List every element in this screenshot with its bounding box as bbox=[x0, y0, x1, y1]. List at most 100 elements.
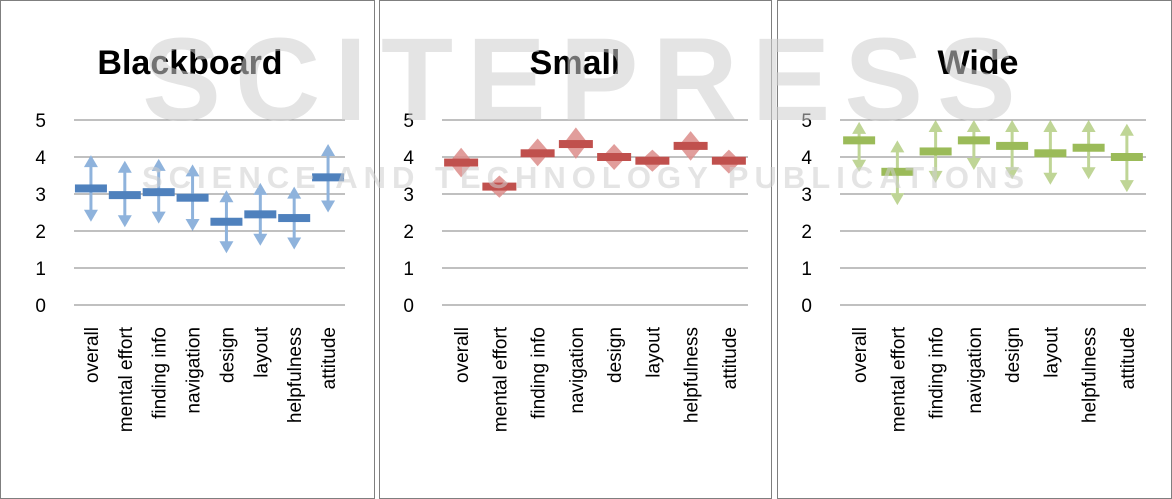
watermark-main: SCITEPRESS bbox=[142, 14, 1030, 146]
y-tick-label: 3 bbox=[35, 185, 46, 206]
range-arrow-up bbox=[253, 182, 268, 195]
y-tick-label: 1 bbox=[801, 259, 812, 280]
mean-bar bbox=[1072, 143, 1105, 152]
mean-bar bbox=[881, 167, 914, 176]
mean-bar bbox=[843, 136, 876, 145]
range-arrow-down bbox=[219, 241, 234, 254]
range-arrow-up bbox=[151, 158, 166, 171]
data-point-7 bbox=[312, 144, 345, 213]
y-tick-label: 1 bbox=[403, 259, 414, 280]
range-arrow-down bbox=[928, 170, 943, 183]
data-point-6 bbox=[1072, 120, 1105, 180]
x-tick-label: design bbox=[1003, 327, 1024, 383]
x-tick-label: overall bbox=[850, 327, 871, 383]
mean-bar bbox=[673, 141, 708, 150]
data-point-0 bbox=[444, 147, 479, 178]
x-tick-label: helpfulness bbox=[1080, 327, 1101, 423]
y-tick-label: 4 bbox=[403, 148, 414, 169]
x-tick-label: navigation bbox=[965, 327, 986, 414]
x-tick-label: mental effort bbox=[888, 326, 909, 432]
range-arrow-up bbox=[1081, 120, 1096, 132]
range-arrow-down bbox=[1081, 167, 1096, 180]
mean-bar bbox=[1034, 149, 1067, 158]
x-tick-label: design bbox=[605, 327, 626, 383]
range-arrow-up bbox=[852, 121, 867, 134]
x-tick-label: layout bbox=[251, 326, 272, 377]
range-arrow-up bbox=[287, 186, 302, 199]
data-point-0 bbox=[843, 121, 876, 172]
data-point-3 bbox=[957, 120, 990, 170]
chart-panel-0: Blackboard 0 1 2 3 4 5 overall mental effort find… bbox=[0, 0, 375, 499]
x-tick-label: design bbox=[217, 327, 238, 383]
mean-bar bbox=[957, 136, 990, 145]
range-arrow-down bbox=[966, 157, 981, 170]
data-point-2 bbox=[919, 120, 952, 183]
watermark-sub: SCIENCE AND TECHNOLOGY PUBLICATIONS bbox=[142, 160, 1030, 195]
mean-bar bbox=[176, 193, 209, 202]
data-point-1 bbox=[881, 140, 914, 206]
data-point-4 bbox=[210, 190, 243, 254]
x-tick-label: attitude bbox=[319, 327, 340, 389]
data-point-2 bbox=[142, 158, 175, 224]
x-tick-label: overall bbox=[82, 327, 103, 383]
data-point-5 bbox=[244, 182, 277, 246]
mean-bar bbox=[142, 188, 175, 197]
y-tick-label: 5 bbox=[801, 111, 812, 132]
range-arrow-down bbox=[151, 211, 166, 224]
range-arrow-up bbox=[83, 155, 98, 168]
range-arrow-down bbox=[253, 233, 268, 246]
range-arrow-down bbox=[890, 193, 905, 206]
y-tick-label: 5 bbox=[403, 111, 414, 132]
x-tick-label: finding info bbox=[150, 327, 171, 419]
mean-bar bbox=[520, 149, 555, 158]
range-arrow-down bbox=[852, 159, 867, 172]
range-arrow-up bbox=[219, 190, 234, 203]
data-point-3 bbox=[176, 164, 209, 231]
range-arrow-up bbox=[1005, 120, 1020, 132]
y-tick-label: 2 bbox=[403, 222, 414, 243]
range-arrow-up bbox=[185, 164, 200, 177]
range-arrow-down bbox=[117, 215, 132, 228]
data-point-4 bbox=[996, 120, 1029, 180]
mean-bar bbox=[244, 210, 277, 219]
data-point-5 bbox=[635, 149, 670, 172]
data-point-0 bbox=[74, 155, 107, 222]
x-tick-label: finding info bbox=[529, 327, 550, 419]
x-tick-label: navigation bbox=[567, 327, 588, 414]
x-tick-label: overall bbox=[452, 327, 473, 383]
range-arrow-down bbox=[1119, 180, 1134, 193]
x-tick-label: attitude bbox=[1118, 327, 1139, 389]
mean-bar bbox=[108, 191, 141, 200]
mean-bar bbox=[919, 147, 952, 156]
mean-bar bbox=[996, 141, 1029, 150]
x-tick-label: attitude bbox=[720, 327, 741, 389]
mean-bar bbox=[482, 182, 517, 191]
y-tick-label: 1 bbox=[35, 259, 46, 280]
mean-bar bbox=[74, 184, 107, 193]
mean-bar bbox=[711, 156, 746, 165]
data-point-7 bbox=[1110, 123, 1143, 193]
mean-bar bbox=[558, 140, 593, 149]
mean-bar bbox=[278, 214, 311, 223]
range-arrow-up bbox=[966, 120, 981, 132]
y-tick-label: 2 bbox=[35, 222, 46, 243]
chart-title: Small bbox=[530, 44, 621, 82]
y-tick-label: 5 bbox=[35, 111, 46, 132]
mean-bar bbox=[312, 173, 345, 182]
x-tick-label: helpfulness bbox=[285, 327, 306, 423]
chart-title: Wide bbox=[938, 44, 1019, 82]
y-tick-label: 0 bbox=[801, 296, 812, 317]
x-tick-label: mental effort bbox=[490, 326, 511, 432]
range-arrow-up bbox=[321, 144, 336, 157]
y-tick-label: 2 bbox=[801, 222, 812, 243]
range-arrow-down bbox=[1005, 167, 1020, 180]
range-arrow-up bbox=[117, 160, 132, 173]
y-tick-label: 0 bbox=[403, 296, 414, 317]
data-point-7 bbox=[711, 149, 746, 174]
y-tick-label: 4 bbox=[35, 148, 46, 169]
x-tick-label: finding info bbox=[927, 327, 948, 419]
mean-bar bbox=[1110, 153, 1143, 161]
y-tick-label: 3 bbox=[801, 185, 812, 206]
mean-bar bbox=[635, 156, 670, 165]
